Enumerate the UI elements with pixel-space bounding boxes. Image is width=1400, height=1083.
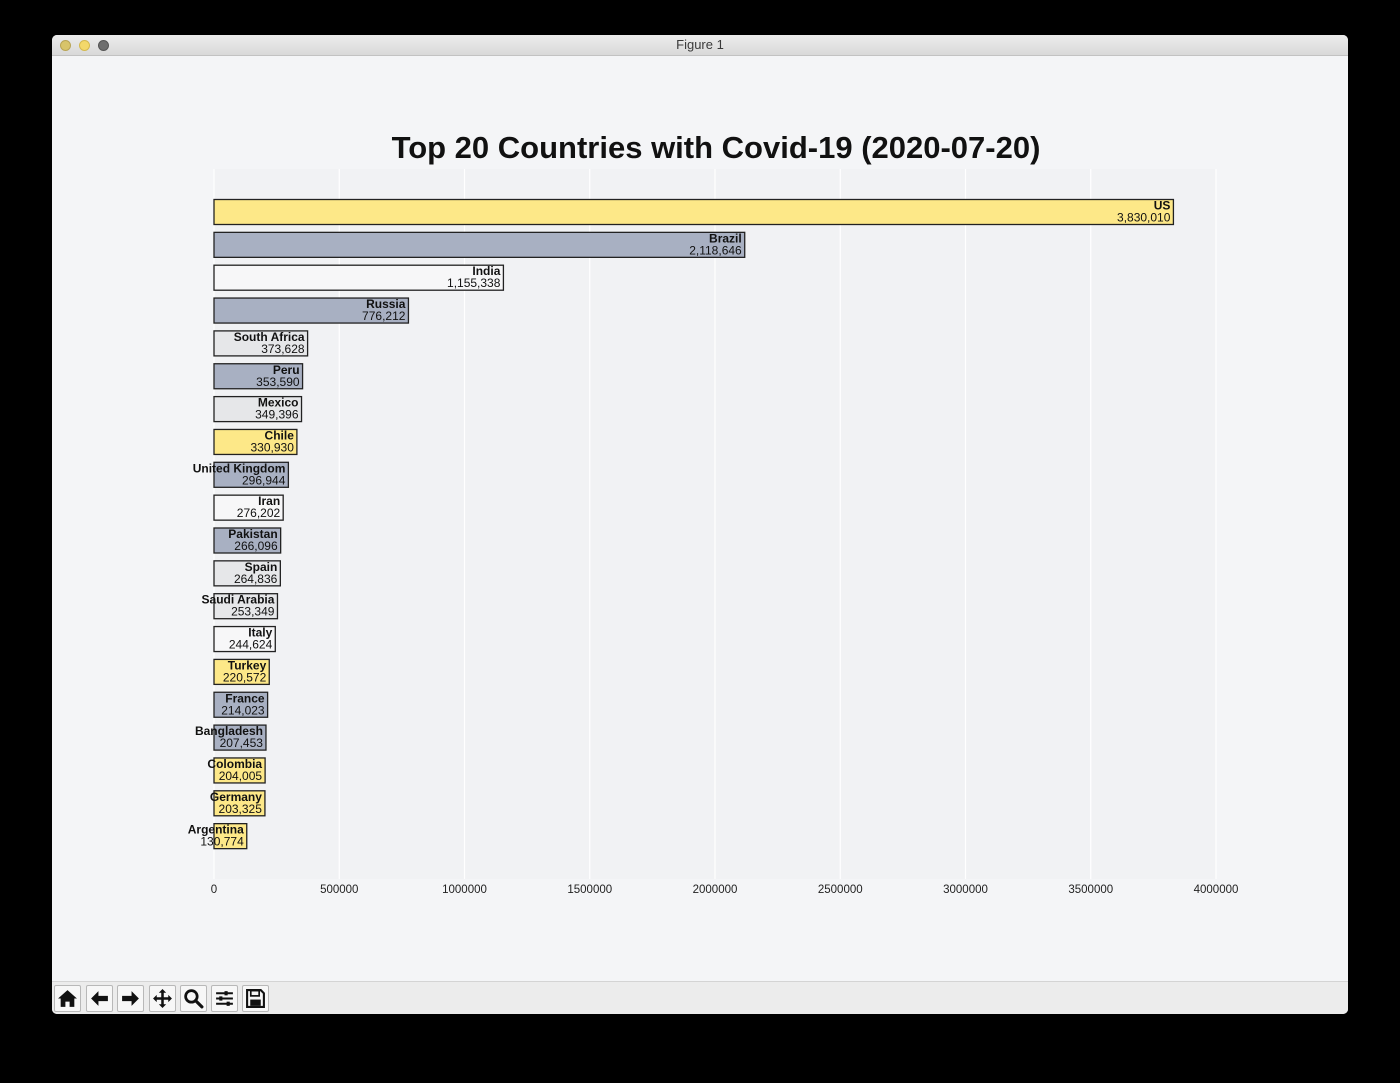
bar-value-label: 264,836 <box>234 572 278 586</box>
bar-category-label: Russia <box>366 297 406 311</box>
bar-france <box>213 691 269 718</box>
bar-bangladesh <box>213 724 267 751</box>
bar-value-label: 330,930 <box>251 440 295 454</box>
bar-category-label: Turkey <box>228 658 267 672</box>
bar-value-label: 1,155,338 <box>447 276 501 290</box>
zoom-magnifier-icon <box>184 989 204 1009</box>
minimize-button[interactable] <box>79 40 90 51</box>
x-tick-label: 3000000 <box>943 884 988 896</box>
x-tick-label: 0 <box>211 884 217 896</box>
figure-canvas: Top 20 Countries with Covid-19 (2020-07-… <box>52 56 1348 981</box>
bar-category-label: Italy <box>248 626 272 640</box>
bar-category-label: Peru <box>273 363 300 377</box>
bar-italy <box>213 625 276 653</box>
bar-colombia <box>213 757 266 784</box>
window-title: Figure 1 <box>676 37 724 52</box>
bar-category-label: Argentina <box>188 823 244 837</box>
chart-title: Top 20 Countries with Covid-19 (2020-07-… <box>391 130 1041 165</box>
bar-category-label: India <box>472 264 500 278</box>
bar-peru <box>213 363 304 390</box>
bar-united-kingdom <box>213 461 290 488</box>
save-floppy-icon <box>246 989 265 1008</box>
bar-iran <box>213 494 284 521</box>
x-tick-label: 2000000 <box>693 884 738 896</box>
zoom-button[interactable] <box>98 40 109 51</box>
bar-category-label: France <box>225 691 265 705</box>
close-button[interactable] <box>60 40 71 51</box>
bar-category-label: Spain <box>245 560 278 574</box>
home-button[interactable] <box>54 985 81 1012</box>
bar-saudi-arabia <box>213 593 279 620</box>
bar-pakistan <box>213 527 282 554</box>
bar-category-label: Chile <box>265 428 295 442</box>
bar-india <box>213 264 505 291</box>
bar-category-label: Bangladesh <box>195 724 263 738</box>
zoom-button-tool[interactable] <box>180 985 207 1012</box>
bar-value-label: 296,944 <box>242 473 286 487</box>
navigation-toolbar <box>52 981 1348 1014</box>
forward-arrow-icon <box>122 991 139 1006</box>
bar-category-label: Pakistan <box>228 527 277 541</box>
bar-value-label: 2,118,646 <box>689 243 742 257</box>
bar-value-label: 253,349 <box>231 605 275 619</box>
save-button[interactable] <box>242 985 269 1012</box>
bar-brazil <box>213 231 746 259</box>
pan-button[interactable] <box>149 985 176 1012</box>
bar-category-label: South Africa <box>234 330 305 344</box>
bar-category-label: Colombia <box>207 757 262 771</box>
configure-subplots-icon <box>216 991 233 1006</box>
pan-move-icon <box>153 989 172 1008</box>
x-tick-label: 2500000 <box>818 884 863 896</box>
bar-turkey <box>213 658 270 686</box>
bar-category-label: US <box>1154 199 1171 213</box>
x-tick-label: 3500000 <box>1068 884 1113 896</box>
bar-value-label: 3,830,010 <box>1117 211 1171 225</box>
bar-value-label: 266,096 <box>234 539 278 553</box>
forward-button[interactable] <box>117 985 144 1012</box>
bar-category-label: Iran <box>258 494 280 508</box>
chart-grid <box>213 169 1217 879</box>
bar-value-label: 244,624 <box>229 638 273 652</box>
home-icon <box>58 990 77 1007</box>
bar-value-label: 373,628 <box>261 342 305 356</box>
bar-mexico <box>213 395 303 423</box>
bar-category-label: United Kingdom <box>193 461 286 475</box>
bar-value-label: 207,453 <box>220 736 264 750</box>
title-bar: Figure 1 <box>52 35 1348 56</box>
back-button[interactable] <box>86 985 113 1012</box>
configure-subplots-button[interactable] <box>211 985 238 1012</box>
bar-value-label: 203,325 <box>219 802 263 816</box>
bar-spain <box>213 560 281 587</box>
x-tick-label: 500000 <box>320 884 358 896</box>
back-arrow-icon <box>91 991 108 1006</box>
bar-us <box>213 198 1175 226</box>
bar-value-label: 276,202 <box>237 506 281 520</box>
bar-argentina <box>213 823 248 850</box>
x-tick-label: 1000000 <box>442 884 487 896</box>
bar-value-label: 349,396 <box>255 408 299 422</box>
bar-chile <box>213 428 298 456</box>
bar-category-label: Mexico <box>258 396 299 410</box>
bar-category-label: Saudi Arabia <box>202 593 275 607</box>
bar-value-label: 204,005 <box>219 769 263 783</box>
x-axis-tick-labels: 0 500000 1000000 1500000 2000000 2500000 30000… <box>211 884 1239 896</box>
bar-germany <box>213 790 266 817</box>
bar-category-label: Germany <box>210 790 262 804</box>
bar-value-label: 214,023 <box>221 703 265 717</box>
x-tick-label: 1500000 <box>567 884 612 896</box>
bar-value-label: 130,774 <box>200 835 244 849</box>
bar-south-africa <box>213 330 309 357</box>
bar-value-label: 220,572 <box>223 670 267 684</box>
bar-value-label: 353,590 <box>256 375 300 389</box>
chart-bars <box>213 198 1175 850</box>
figure-window: Figure 1 Top 20 Countries with Covid-19 … <box>52 35 1348 1014</box>
bar-value-label: 776,212 <box>362 309 406 323</box>
bar-category-label: Brazil <box>709 231 742 245</box>
bar-russia <box>213 297 410 324</box>
x-tick-label: 4000000 <box>1194 884 1239 896</box>
